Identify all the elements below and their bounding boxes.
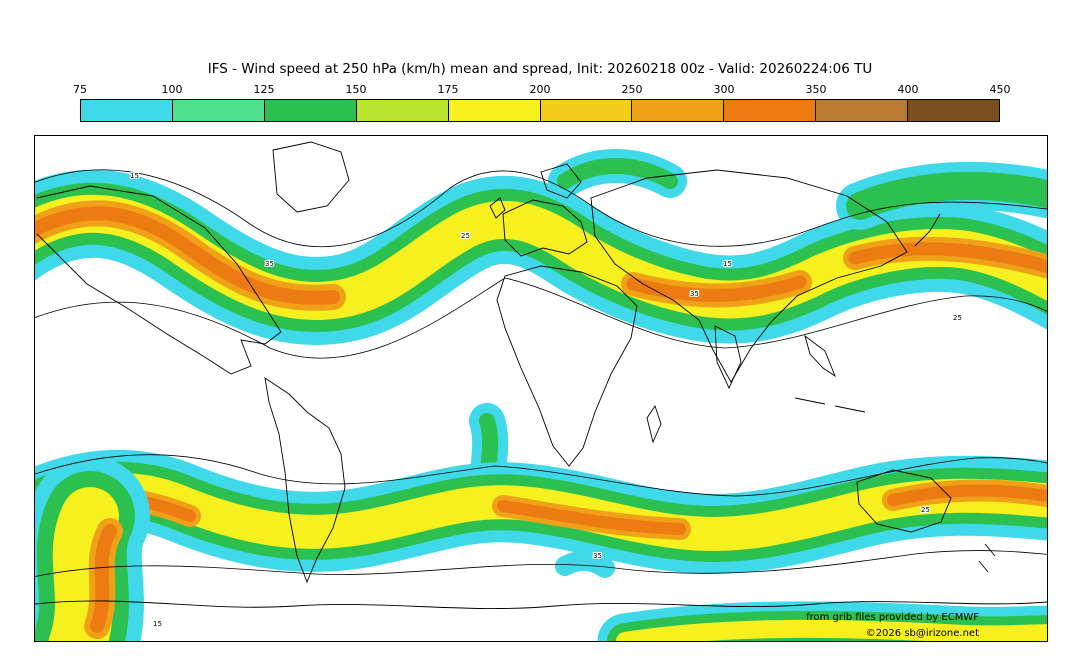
coast-africa (496, 265, 638, 467)
north-america-core-orange (35, 206, 340, 305)
coast-madagascar (646, 404, 662, 444)
south-right-core-orange (887, 484, 1047, 506)
colorbar-tick-label: 400 (897, 83, 919, 96)
south-pacific-orange (90, 524, 117, 633)
colorbar-tick-label: 300 (713, 83, 735, 96)
contour-line-north-lower (35, 277, 1047, 359)
colorbar-tick-label: 450 (989, 83, 1011, 96)
colorbar-segment (632, 100, 725, 121)
credit-source: from grib files provided by ECMWF (806, 612, 979, 623)
contour-labels: 15 35 25 35 15 25 25 35 15 (129, 171, 963, 629)
colorbar-segment (540, 100, 633, 121)
colorbar-segment (908, 100, 1000, 121)
coast-australia (856, 469, 952, 533)
colorbar-ticks: 75 100 125 150 175 200 250 300 350 400 450 (73, 83, 1011, 97)
contour-line-north-upper (35, 169, 1047, 248)
wind-speed-map-canvas: 15 35 25 35 15 25 25 35 15 from grib fil… (35, 141, 1047, 641)
spread-contours (35, 169, 1047, 577)
map-title: IFS - Wind speed at 250 hPa (km/h) mean … (207, 61, 873, 77)
colorbar-segment (356, 100, 449, 121)
coast-scandinavia (540, 163, 582, 199)
contour-line-south-upper (35, 454, 1047, 497)
colorbar-segment (724, 100, 817, 121)
coast-india (714, 325, 742, 390)
scandinavia-band-green (557, 158, 678, 189)
colorbar-tick-label: 350 (805, 83, 827, 96)
coastlines (35, 141, 1047, 609)
colorbar-segment (172, 100, 265, 121)
south-mid-core-orange (497, 500, 686, 535)
contour-line-south-lower (35, 550, 1047, 577)
colorbar-tick-label: 100 (161, 83, 183, 96)
colorbar: 75 100 125 150 175 200 250 300 350 400 450 (73, 83, 1011, 122)
coast-north-america (36, 185, 282, 375)
south-pacific-blob (35, 456, 150, 641)
coast-antarctica (35, 600, 1047, 609)
south-jet-band (35, 449, 1047, 574)
credit-copyright: ©2026 sb@irizone.net (866, 628, 979, 639)
credits: from grib files provided by ECMWF ©2026 … (806, 612, 979, 639)
contour-label: 35 (690, 290, 699, 298)
coast-british-isles (489, 197, 506, 219)
coast-southeast-asia (794, 334, 866, 413)
antarctic-band-yellow (616, 619, 1047, 641)
east-asia-core-orange (848, 242, 1047, 274)
coast-south-america (264, 377, 346, 584)
north-jet-band (35, 169, 1047, 345)
colorbar-tick-label: 175 (437, 83, 459, 96)
contour-label: 15 (130, 172, 139, 180)
colorbar-tick-label: 200 (529, 83, 551, 96)
coast-asia (590, 169, 908, 383)
colorbar-segment (264, 100, 357, 121)
contour-label: 15 (723, 260, 732, 268)
coast-new-zealand (978, 543, 996, 573)
coast-greenland (272, 141, 350, 213)
coast-europe (502, 199, 588, 257)
contour-label: 25 (953, 314, 962, 322)
contour-label: 25 (461, 232, 470, 240)
colorbar-segment (448, 100, 541, 121)
contour-label: 25 (921, 506, 930, 514)
colorbar-tick-label: 150 (345, 83, 367, 96)
colorbar-tick-label: 125 (253, 83, 275, 96)
colorbar-segment (816, 100, 909, 121)
antarctic-band (555, 551, 1047, 641)
contour-label: 35 (593, 552, 602, 560)
coast-japan (914, 213, 941, 247)
world-wind-map: 15 35 25 35 15 25 25 35 15 from grib fil… (34, 135, 1048, 642)
south-pacific-yellow (48, 487, 119, 641)
contour-label: 35 (265, 260, 274, 268)
northeast-band-green (846, 171, 1047, 220)
contour-label: 15 (153, 620, 162, 628)
colorbar-segments (80, 99, 1000, 122)
colorbar-tick-label: 75 (73, 83, 87, 96)
colorbar-segment (81, 100, 173, 121)
colorbar-tick-label: 250 (621, 83, 643, 96)
